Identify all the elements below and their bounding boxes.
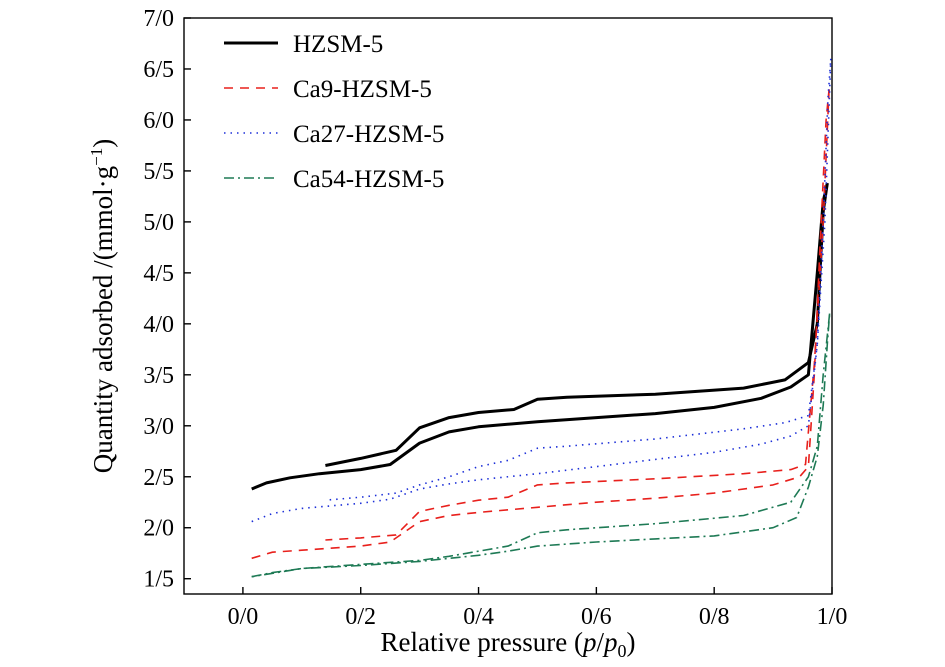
- series-line-ca54-hzsm-5-adsorption: [251, 313, 831, 578]
- series-line-ca9-hzsm-5-desorption: [325, 89, 830, 541]
- series-line-hzsm-5-desorption: [325, 182, 829, 467]
- x-tick-label: 0/0: [228, 604, 259, 630]
- plot-frame: [183, 17, 833, 595]
- legend-label-ca9-hzsm-5: Ca9-HZSM-5: [293, 76, 432, 103]
- y-tick-label: 3/0: [143, 414, 174, 440]
- y-tick-label: 3/5: [143, 363, 174, 389]
- tick-marks: [184, 17, 833, 594]
- legend-label-hzsm-5: HZSM-5: [293, 31, 383, 58]
- series-line-ca27-hzsm-5-desorption: [325, 58, 832, 501]
- x-tick-label: 0/2: [345, 604, 376, 630]
- y-tick-label: 5/5: [143, 159, 174, 185]
- legend: HZSM-5 Ca9-HZSM-5 Ca27-HZSM-5 Ca54-HZSM-5: [224, 31, 444, 193]
- y-tick-label: 2/5: [143, 465, 174, 491]
- y-tick-label: 4/0: [143, 312, 174, 338]
- y-tick-label: 4/5: [143, 261, 174, 287]
- series-line-ca27-hzsm-5-adsorption: [251, 58, 832, 523]
- y-tick-label: 1/5: [143, 567, 174, 593]
- series-line-hzsm-5-adsorption: [251, 182, 829, 491]
- series-line-ca9-hzsm-5-adsorption: [251, 89, 830, 560]
- x-tick-label: 0/6: [581, 604, 612, 630]
- x-tick-label: 1/0: [817, 604, 848, 630]
- y-tick-label: 6/0: [143, 108, 174, 134]
- y-tick-label: 5/0: [143, 210, 174, 236]
- y-tick-label: 7/0: [143, 6, 174, 32]
- y-tick-label: 2/0: [143, 516, 174, 542]
- y-axis-label: Quantity adsorbed /(mmol·g−1): [87, 139, 118, 474]
- legend-label-ca27-hzsm-5: Ca27-HZSM-5: [293, 121, 444, 148]
- series-line-ca54-hzsm-5-desorption: [251, 313, 831, 578]
- tick-labels: 0/0 0/2 0/4 0/6 0/8 1/0 1/5 2/0 2/5 3/0 3/5 4/0 4/5 5…: [143, 6, 847, 630]
- legend-label-ca54-hzsm-5: Ca54-HZSM-5: [293, 166, 444, 193]
- y-tick-label: 6/5: [143, 57, 174, 83]
- series-layer: [251, 58, 832, 578]
- x-axis-label: Relative pressure (p/p0): [381, 627, 636, 661]
- x-tick-label: 0/8: [699, 604, 730, 630]
- x-tick-label: 0/4: [463, 604, 494, 630]
